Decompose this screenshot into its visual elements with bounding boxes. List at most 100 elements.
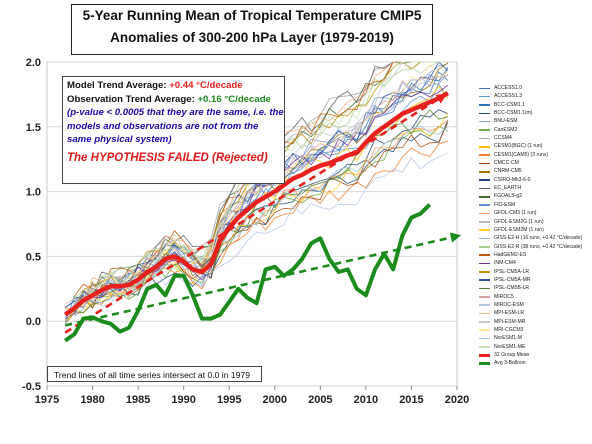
x-tick-label: 2020: [445, 394, 469, 406]
legend-swatch: [479, 162, 490, 165]
legend: ACCESS1.0 ACCESS1.3 BCC-CSM1.1 BCC-CSM1.1(m…: [479, 84, 587, 368]
legend-label: MPI-ESM-MR: [494, 318, 526, 325]
legend-label: INM-CM4: [494, 260, 516, 267]
legend-item: CSIRO-Mk3-6-0: [479, 176, 587, 184]
legend-label: CNRM-CM5: [494, 168, 522, 175]
legend-item: CNRM-CM5: [479, 167, 587, 175]
legend-item: BNU-ESM: [479, 117, 587, 125]
legend-item: MRI-CGCM3: [479, 326, 587, 334]
model-trend-value: +0.44 °C/decade: [169, 80, 243, 91]
legend-swatch: [479, 296, 490, 298]
legend-item: IPSL-CM5B-LR: [479, 284, 587, 292]
legend-item: ACCESS1.3: [479, 92, 587, 100]
legend-swatch: [479, 221, 490, 223]
x-tick-label: 1995: [217, 394, 241, 406]
x-tick-label: 1980: [80, 394, 104, 406]
legend-item: IPSL-CM5A-LR: [479, 268, 587, 276]
legend-swatch: [479, 321, 490, 323]
x-tick-label: 1975: [35, 394, 59, 406]
legend-item: CMCC-CM: [479, 159, 587, 167]
model-run-line: [74, 63, 449, 307]
x-tick-label: 2010: [354, 394, 378, 406]
legend-swatch: [479, 246, 490, 248]
legend-swatch: [479, 104, 490, 106]
legend-item: NorESM1-ME: [479, 343, 587, 351]
legend-swatch: [479, 362, 490, 366]
legend-label: MPI-ESM-LR: [494, 310, 524, 317]
legend-label: EC_EARTH: [494, 185, 522, 192]
x-tick-label: 2000: [263, 394, 287, 406]
legend-label: IPSL-CM5A-LR: [494, 268, 530, 275]
y-tick-label: 0.5: [26, 251, 41, 263]
legend-label: FIO-ESM: [494, 201, 516, 208]
legend-swatch: [479, 287, 490, 290]
legend-swatch: [479, 271, 490, 273]
legend-label: NorESM1-ME: [494, 343, 526, 350]
legend-swatch: [479, 145, 490, 148]
legend-label: CMCC-CM: [494, 160, 519, 167]
legend-swatch: [479, 120, 490, 123]
legend-item: MPI-ESM-LR: [479, 309, 587, 317]
legend-label: BCC-CSM1.1: [494, 101, 525, 108]
legend-label: MIROC5: [494, 293, 514, 300]
legend-item: INM-CM4: [479, 259, 587, 267]
legend-label: ACCESS1.0: [494, 85, 523, 91]
legend-swatch: [479, 204, 490, 206]
legend-swatch: [479, 179, 490, 181]
model-trend-line: [64, 93, 447, 334]
legend-item: BCC-CSM1.1(m): [479, 109, 587, 117]
legend-label: MIROC-ESM: [494, 301, 524, 308]
obs-trend-value: +0.16 °C/decade: [197, 93, 271, 105]
x-tick-label: 1985: [126, 394, 150, 406]
legend-label: ACCESS1.3: [494, 93, 523, 100]
legend-swatch: [479, 170, 490, 173]
legend-label: CESM1(CAM5) (3 runs): [494, 151, 549, 158]
legend-item: ACCESS1.0: [479, 84, 587, 92]
legend-item: GISS-E2-R (38 runs, +0.42 °C/decade): [479, 243, 587, 251]
legend-swatch: [479, 262, 490, 265]
legend-swatch: [479, 354, 490, 357]
legend-item: FGOALS-g2: [479, 192, 587, 200]
legend-label: CanESM2: [494, 126, 518, 133]
model-trend-label: Model Trend Average:: [67, 80, 170, 91]
legend-item: CanESM2: [479, 126, 587, 134]
legend-swatch: [479, 254, 490, 256]
chart-title-box: 5-Year Running Mean of Tropical Temperat…: [71, 4, 433, 55]
y-tick-label: 1.0: [26, 187, 41, 199]
legend-label: GFDL-ESM2M (1 run): [494, 226, 544, 233]
obs-trend-line: [64, 232, 462, 327]
legend-item: HadGEM2-ES: [479, 251, 587, 259]
legend-item: CESM1(BGC) (1 run): [479, 142, 587, 150]
chart-title-line2: Anomalies of 300-200 hPa Layer (1979-201…: [110, 30, 394, 45]
legend-label: CCSM4: [494, 135, 512, 142]
legend-item: MPI-ESM-MR: [479, 318, 587, 326]
legend-item: BCC-CSM1.1: [479, 101, 587, 109]
x-tick-label: 2015: [399, 394, 423, 406]
legend-swatch: [479, 312, 490, 315]
legend-swatch: [479, 329, 490, 332]
x-tick-label: 1990: [171, 394, 195, 406]
legend-swatch: [479, 87, 490, 90]
legend-label: IPSL-CM5B-LR: [494, 285, 530, 292]
legend-swatch: [479, 337, 490, 340]
legend-swatch: [479, 187, 490, 190]
legend-item: EC_EARTH: [479, 184, 587, 192]
chart-title-line1: 5-Year Running Mean of Tropical Temperat…: [82, 8, 422, 23]
model-run-line: [74, 140, 449, 315]
legend-item: GISS-E2-H (16 runs, +0.42 °C/decade): [479, 234, 587, 242]
legend-item: GFDL-CM3 (1 run): [479, 209, 587, 217]
legend-item: GFDL-ESM2G (1 run): [479, 218, 587, 226]
legend-swatch: [479, 212, 490, 215]
group-mean-series-line: [63, 91, 450, 317]
legend-item: MIROC5: [479, 293, 587, 301]
model-run-line: [64, 152, 449, 318]
legend-label: HadGEM2-ES: [494, 251, 527, 258]
legend-swatch: [479, 195, 490, 198]
legend-swatch: [479, 95, 490, 98]
legend-label: BCC-CSM1.1(m): [494, 110, 533, 117]
p-value-note: (p-value < 0.0005 that they are the same…: [67, 107, 284, 145]
legend-label: GFDL-ESM2G (1 run): [494, 218, 544, 225]
legend-item: 32 Group Mean: [479, 351, 587, 359]
legend-label: MRI-CGCM3: [494, 326, 524, 333]
legend-item: IPSL-CM5A-MR: [479, 276, 587, 284]
